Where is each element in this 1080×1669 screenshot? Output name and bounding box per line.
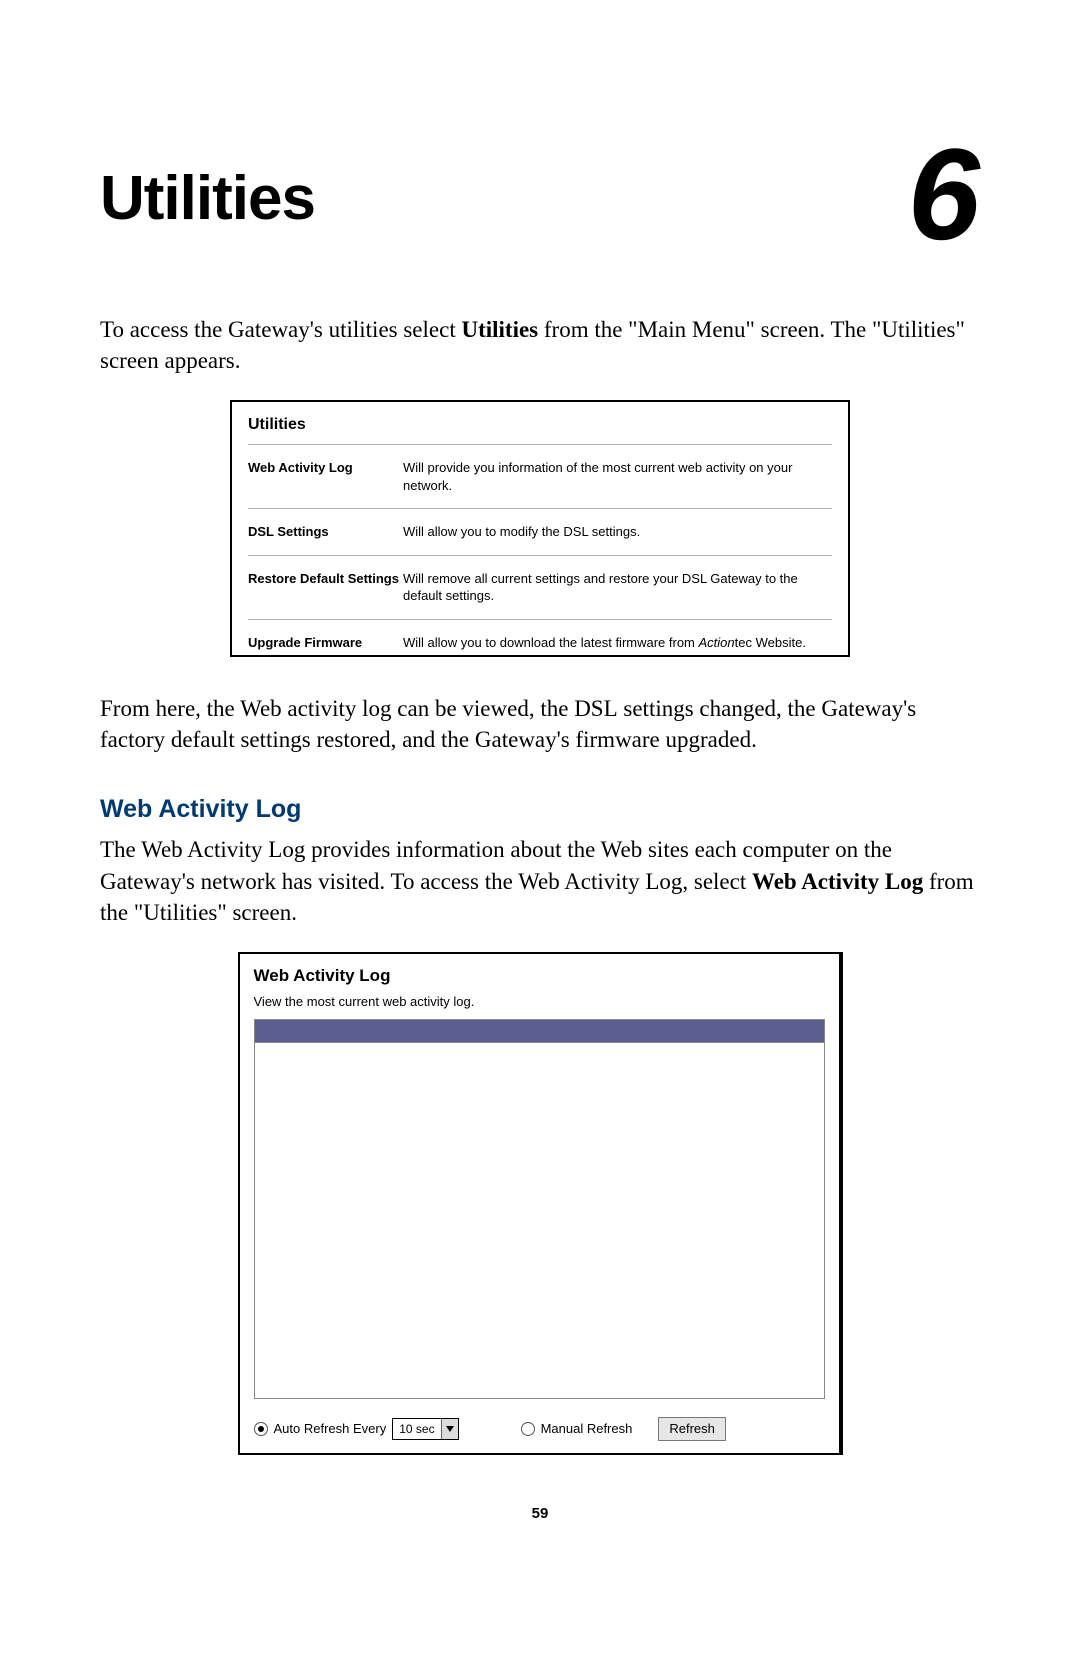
utility-desc: Will remove all current settings and res…	[403, 570, 832, 605]
utility-name[interactable]: Restore Default Settings	[248, 570, 403, 605]
log-title: Web Activity Log	[254, 966, 825, 986]
table-row: DSL Settings Will allow you to modify th…	[248, 509, 832, 556]
log-column-header	[255, 1020, 824, 1043]
refresh-button[interactable]: Refresh	[658, 1417, 726, 1441]
intro-paragraph: To access the Gateway's utilities select…	[100, 314, 980, 376]
table-row: Web Activity Log Will provide you inform…	[248, 445, 832, 509]
utilities-heading: Utilities	[248, 416, 832, 445]
auto-refresh-label: Auto Refresh Every	[274, 1421, 387, 1436]
desc-italic: Action	[699, 635, 735, 650]
desc-suffix: tec Website.	[735, 635, 806, 650]
utility-desc: Will allow you to modify the DSL setting…	[403, 523, 640, 541]
chapter-number: 6	[908, 142, 980, 246]
web-activity-log-screenshot: Web Activity Log View the most current w…	[238, 952, 843, 1455]
section-heading: Web Activity Log	[100, 795, 980, 824]
log-textarea[interactable]	[254, 1019, 825, 1399]
section-paragraph: The Web Activity Log provides informatio…	[100, 834, 980, 927]
intro-text-a: To access the Gateway's utilities select	[100, 317, 461, 342]
radio-dot-icon	[258, 1426, 264, 1432]
chevron-down-icon	[441, 1419, 458, 1439]
manual-refresh-radio[interactable]	[521, 1422, 535, 1436]
log-subtitle: View the most current web activity log.	[254, 994, 825, 1009]
utility-desc: Will allow you to download the latest fi…	[403, 634, 806, 652]
para2-dsl: DSL	[574, 696, 617, 721]
page-number: 59	[100, 1505, 980, 1522]
manual-refresh-label: Manual Refresh	[541, 1421, 633, 1436]
table-row: Restore Default Settings Will remove all…	[248, 556, 832, 620]
section-para-bold: Web Activity Log	[752, 869, 923, 894]
chapter-header: Utilities 6	[100, 130, 980, 234]
utilities-screenshot: Utilities Web Activity Log Will provide …	[230, 400, 850, 657]
utility-name[interactable]: Upgrade Firmware	[248, 634, 403, 652]
paragraph-2: From here, the Web activity log can be v…	[100, 693, 980, 755]
auto-refresh-radio[interactable]	[254, 1422, 268, 1436]
refresh-controls: Auto Refresh Every 10 sec Manual Refresh…	[254, 1417, 825, 1441]
para2-a: From here, the Web activity log can be v…	[100, 696, 574, 721]
desc-prefix: Will allow you to download the latest fi…	[403, 635, 699, 650]
table-row: Upgrade Firmware Will allow you to downl…	[248, 620, 832, 656]
refresh-interval-select[interactable]: 10 sec	[392, 1418, 458, 1440]
chapter-title: Utilities	[100, 163, 315, 234]
interval-value: 10 sec	[393, 1422, 440, 1436]
utility-name[interactable]: Web Activity Log	[248, 459, 403, 494]
utility-name[interactable]: DSL Settings	[248, 523, 403, 541]
intro-bold: Utilities	[461, 317, 538, 342]
utility-desc: Will provide you information of the most…	[403, 459, 832, 494]
